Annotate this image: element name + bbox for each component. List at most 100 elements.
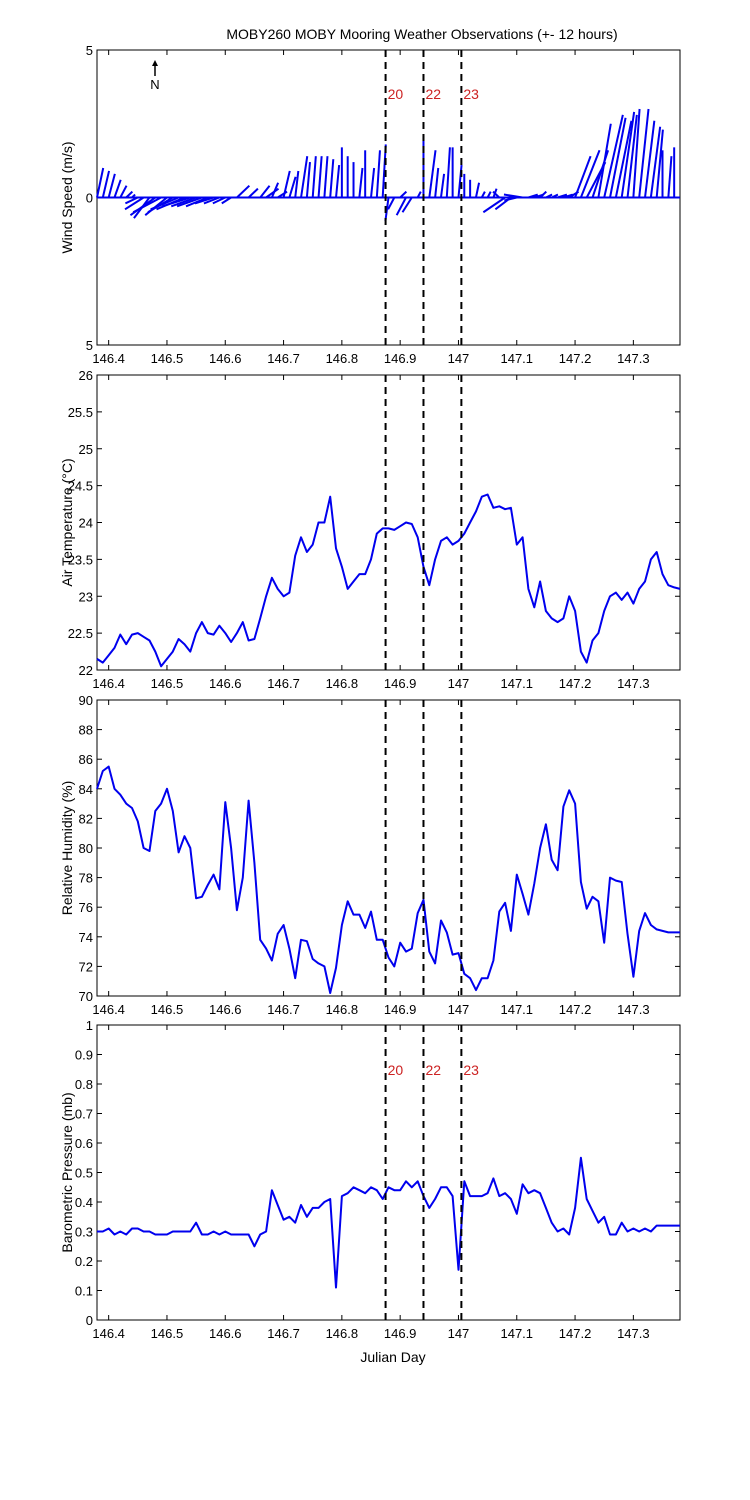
relative-humidity-ytick-label: 88 <box>79 723 93 738</box>
wind-stick <box>395 197 407 216</box>
air-temperature-ytick-label: 23.5 <box>68 552 93 567</box>
relative-humidity-ytick-label: 82 <box>79 811 93 826</box>
wind-stick <box>638 108 650 198</box>
wind-stick <box>282 170 291 198</box>
barometric-pressure-xtick-label: 147.1 <box>500 1326 533 1341</box>
wind-stick <box>311 156 317 198</box>
wind-stick <box>603 114 624 198</box>
air-temperature-xtick-label: 147 <box>448 676 470 691</box>
air-temperature-xtick-label: 146.6 <box>209 676 242 691</box>
wind-stick <box>294 170 300 198</box>
marker-label: 23 <box>463 86 479 102</box>
wind-stick <box>132 196 162 214</box>
wind-stick <box>194 196 214 205</box>
marker-label: 20 <box>388 86 404 102</box>
wind-stick <box>162 196 191 208</box>
wind-speed-ytick-label: 0 <box>86 191 93 206</box>
wind-stick <box>486 191 492 198</box>
wind-stick <box>667 156 673 198</box>
air-temperature-xtick-label: 147.2 <box>559 676 592 691</box>
wind-stick <box>259 185 271 199</box>
air-temperature-xtick-label: 146.7 <box>267 676 300 691</box>
marker-label: 22 <box>425 86 441 102</box>
wind-stick <box>504 196 517 202</box>
barometric-pressure-xtick-label: 146.5 <box>151 1326 184 1341</box>
wind-stick <box>480 191 486 198</box>
wind-stick <box>384 197 390 222</box>
wind-stick <box>557 193 568 199</box>
barometric-pressure-ytick-label: 0.2 <box>75 1254 93 1269</box>
wind-stick <box>539 190 547 199</box>
wind-stick <box>124 196 139 205</box>
marker-label: 23 <box>463 1062 479 1078</box>
wind-speed-xtick-label: 147.2 <box>559 351 592 366</box>
air-temperature-series-line <box>96 493 681 668</box>
barometric-pressure-ytick-label: 0.9 <box>75 1048 93 1063</box>
relative-humidity-ytick-label: 84 <box>79 782 93 797</box>
wind-stick <box>305 162 311 198</box>
wind-speed-xtick-label: 146.5 <box>151 351 184 366</box>
figure-title: MOBY260 MOBY Mooring Weather Observation… <box>226 26 617 42</box>
air-temperature-ytick-label: 24.5 <box>68 479 93 494</box>
wind-stick <box>401 196 413 213</box>
wind-stick <box>329 159 335 198</box>
wind-stick <box>626 114 638 198</box>
wind-stick <box>300 156 309 198</box>
wind-speed-xtick-label: 147.1 <box>500 351 533 366</box>
marker-label: 20 <box>388 1062 404 1078</box>
wind-stick <box>649 126 662 198</box>
wind-stick <box>317 156 323 198</box>
wind-speed-xtick-label: 147 <box>448 351 470 366</box>
wind-speed-y-axis-label: Wind Speed (m/s) <box>59 141 75 253</box>
barometric-pressure-ytick-label: 0.1 <box>75 1284 93 1299</box>
barometric-pressure-ytick-label: 0.4 <box>75 1195 93 1210</box>
air-temperature-y-axis-label: Air Temperature (°C) <box>59 458 75 586</box>
wind-stick <box>375 150 381 198</box>
air-temperature-plot-frame <box>96 374 681 671</box>
wind-stick <box>428 150 437 198</box>
barometric-pressure-ytick-label: 0.5 <box>75 1166 93 1181</box>
wind-stick <box>416 191 422 198</box>
wind-stick <box>125 190 134 199</box>
wind-stick <box>597 123 612 198</box>
wind-stick <box>574 155 592 198</box>
relative-humidity-y-axis-label: Relative Humidity (%) <box>59 781 75 916</box>
barometric-pressure-panel: 0 0.1 0.2 0.3 0.4 0.5 0.6 0.7 0.8 0.9 1 146.4 146.5 1… <box>59 1018 681 1341</box>
wind-stick <box>107 173 116 198</box>
relative-humidity-ytick-label: 86 <box>79 752 93 767</box>
wind-stick <box>609 117 627 198</box>
air-temperature-xtick-label: 146.8 <box>326 676 359 691</box>
relative-humidity-xtick-label: 146.8 <box>326 1002 359 1017</box>
wind-stick <box>101 170 111 198</box>
wind-stick <box>131 193 136 199</box>
relative-humidity-xtick-label: 147.1 <box>500 1002 533 1017</box>
relative-humidity-ytick-label: 76 <box>79 900 93 915</box>
wind-speed-xtick-label: 146.8 <box>326 351 359 366</box>
barometric-pressure-ytick-label: 1 <box>86 1018 93 1033</box>
air-temperature-xtick-label: 147.1 <box>500 676 533 691</box>
air-temperature-ytick-label: 25 <box>79 442 93 457</box>
barometric-pressure-ytick-label: 0.6 <box>75 1136 93 1151</box>
wind-stick <box>124 196 145 211</box>
x-axis-label: Julian Day <box>360 1349 425 1365</box>
wind-stick <box>387 197 396 210</box>
wind-speed-xtick-label: 146.9 <box>384 351 417 366</box>
air-temperature-ytick-label: 22.5 <box>68 626 93 641</box>
wind-stick <box>439 173 446 198</box>
air-temperature-ytick-label: 25.5 <box>68 405 93 420</box>
north-label: N <box>150 77 159 92</box>
wind-stick <box>632 108 641 198</box>
wind-stick <box>221 196 232 205</box>
air-temperature-ytick-label: 22 <box>79 663 93 678</box>
wind-stick <box>203 196 220 205</box>
relative-humidity-ytick-label: 70 <box>79 989 93 1004</box>
air-temperature-xtick-label: 147.3 <box>617 676 650 691</box>
air-temperature-ytick-label: 23 <box>79 589 93 604</box>
wind-stick <box>620 111 636 198</box>
wind-stick <box>503 193 523 199</box>
barometric-pressure-y-axis-label: Barometric Pressure (mb) <box>59 1092 75 1252</box>
relative-humidity-ytick-label: 74 <box>79 930 93 945</box>
wind-stick <box>96 167 105 198</box>
barometric-pressure-xtick-label: 146.8 <box>326 1326 359 1341</box>
